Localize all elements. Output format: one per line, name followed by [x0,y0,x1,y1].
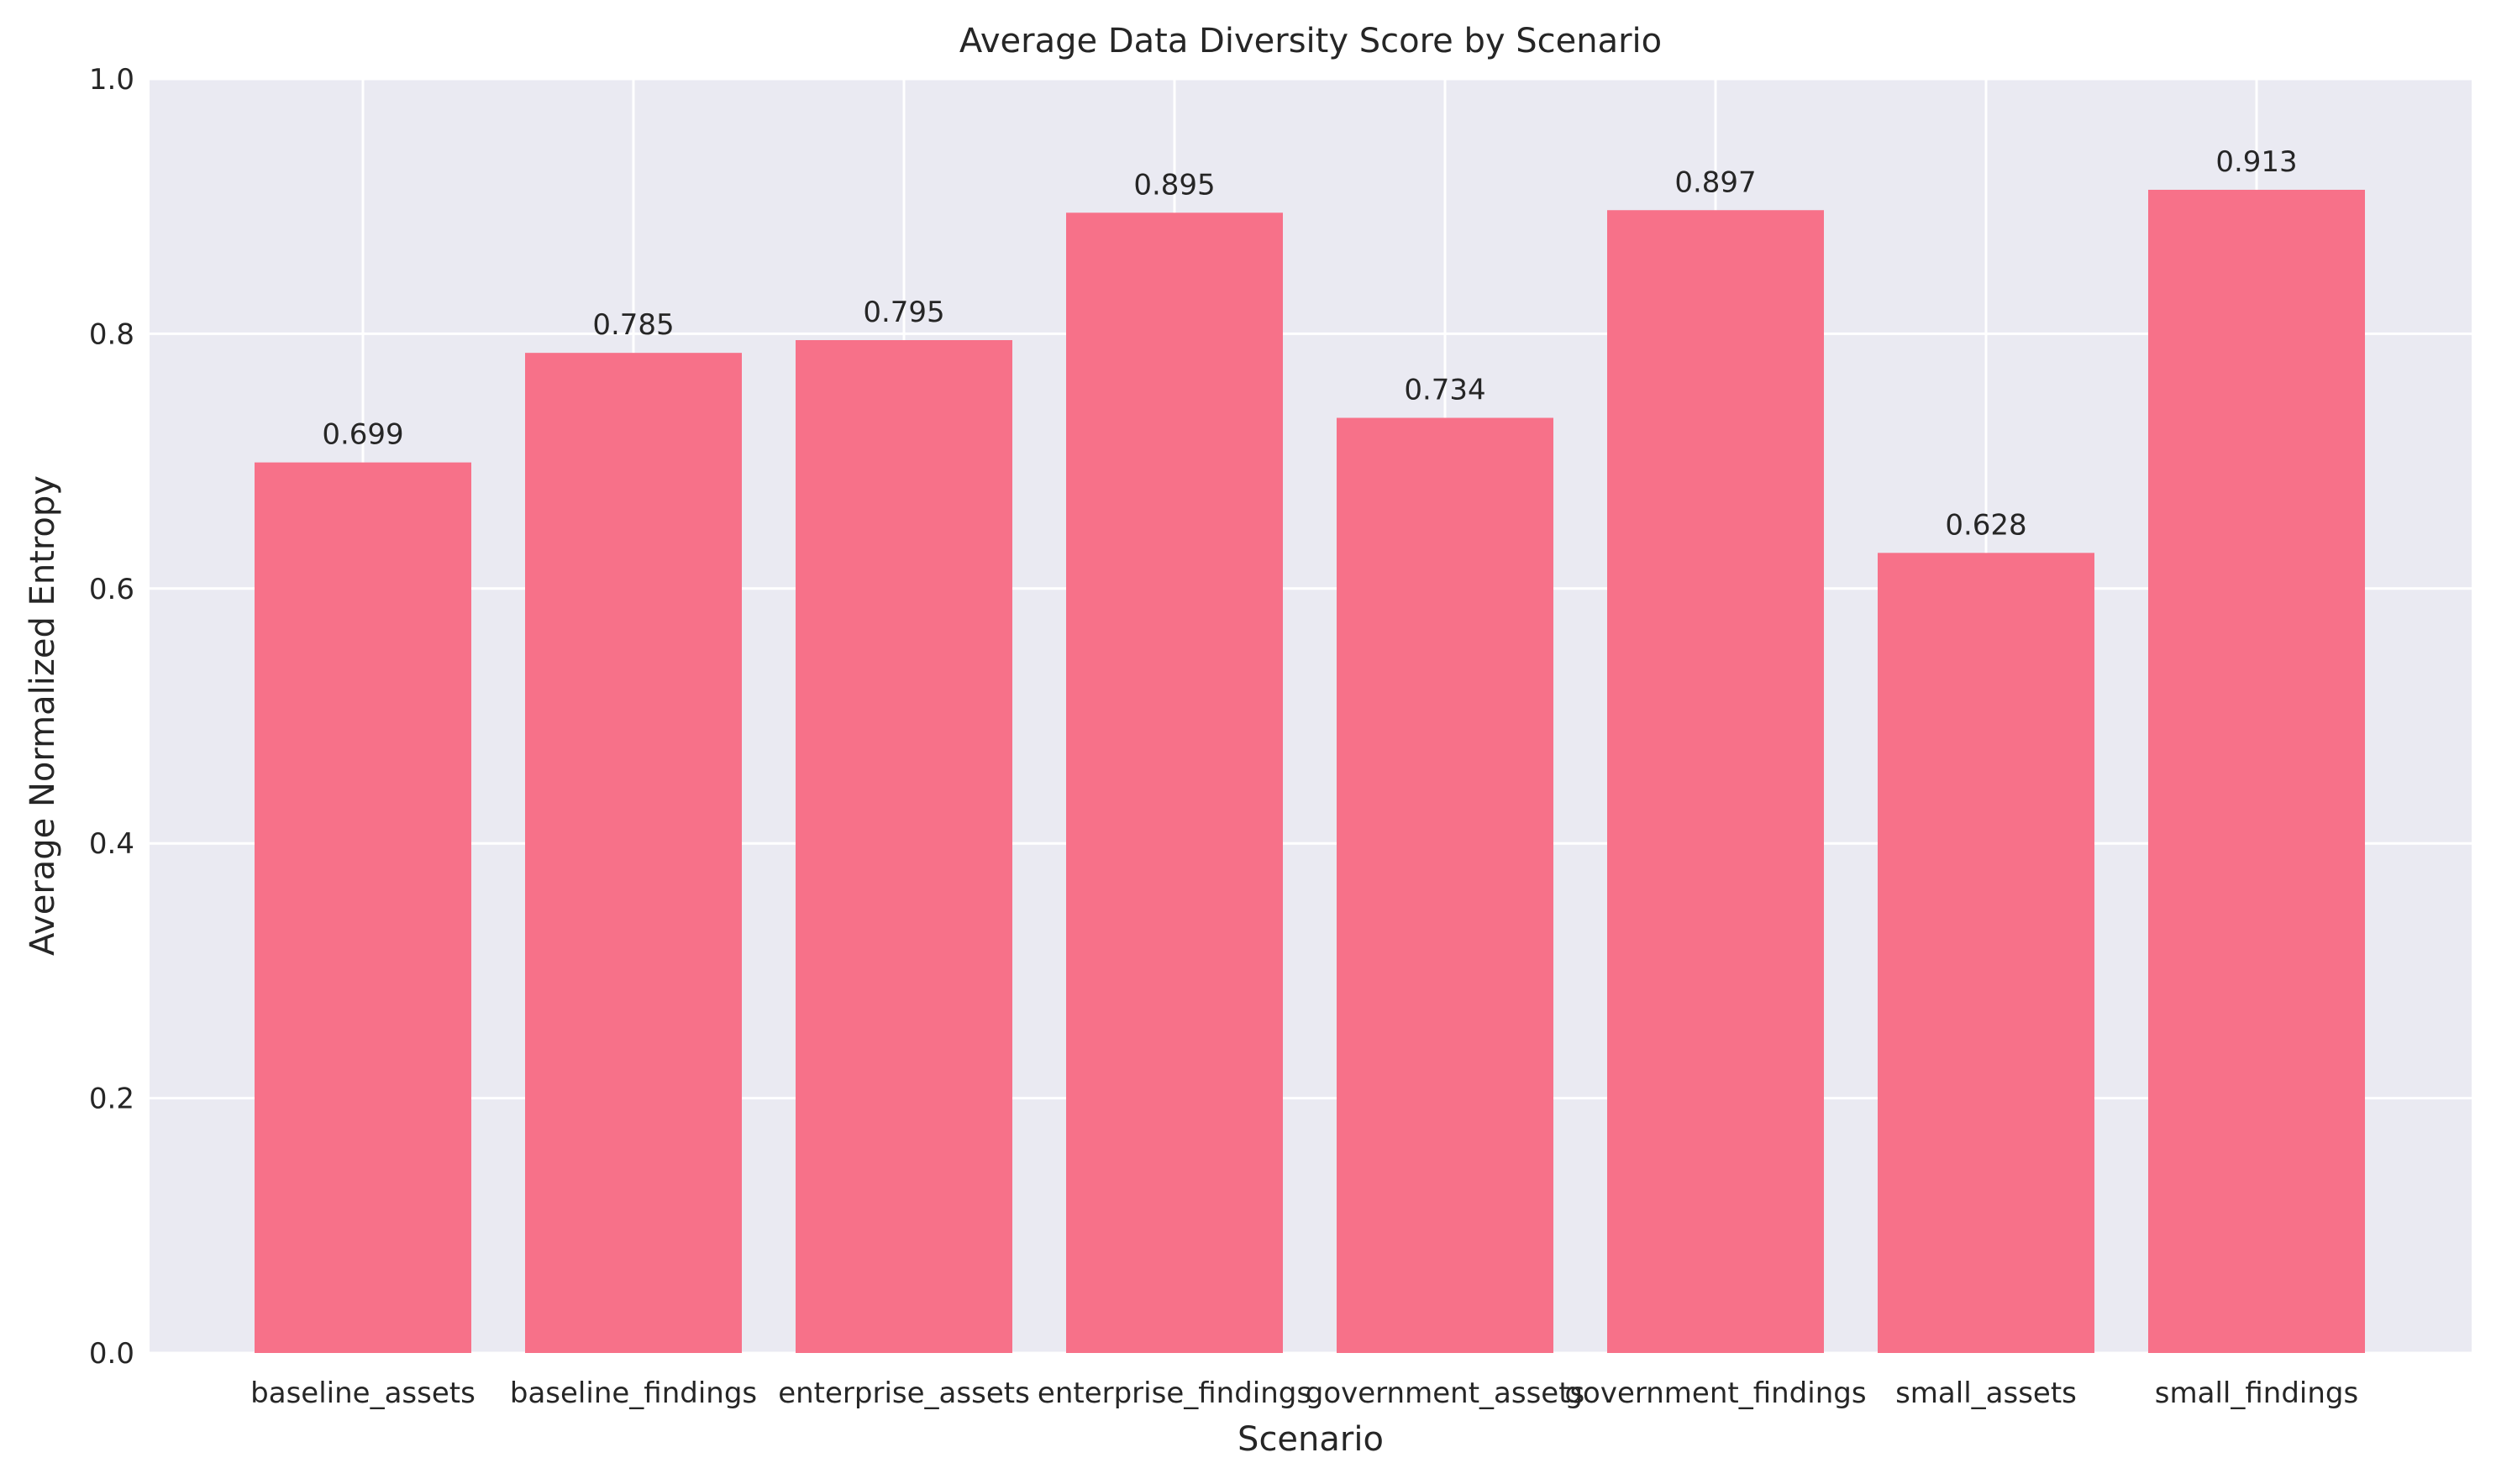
data-label: 0.895 [1133,168,1215,202]
x-tick-label: enterprise_findings [1038,1377,1311,1410]
y-tick-label: 0.8 [89,317,134,351]
x-tick-label: baseline_findings [510,1377,757,1410]
y-axis-label: Average Normalized Entropy [24,475,62,956]
y-tick-label: 0.4 [89,827,134,861]
y-tick-labels: 0.0 0.2 0.4 0.6 0.8 1.0 [89,63,134,1371]
data-label: 0.734 [1404,374,1485,407]
y-tick-label: 0.2 [89,1083,134,1116]
bar [1607,210,1824,1354]
x-tick-label: enterprise_assets [778,1377,1030,1410]
y-tick-label: 0.6 [89,573,134,606]
data-label: 0.785 [592,308,674,342]
data-label: 0.628 [1945,508,2026,542]
bar [796,339,1012,1353]
x-axis-label: Scenario [1237,1420,1384,1459]
bars [255,189,2365,1354]
bar [1878,553,2094,1353]
y-tick-label: 1.0 [89,63,134,97]
x-tick-label: government_findings [1564,1377,1866,1410]
bar [1066,212,1283,1353]
x-tick-labels: baseline_assets baseline_findings enterpri… [250,1377,2358,1410]
data-label: 0.913 [2215,145,2297,179]
x-tick-label: small_assets [1895,1377,2077,1410]
plot-area [150,79,2472,1353]
bar [2148,189,2365,1353]
x-tick-label: small_findings [2155,1377,2358,1410]
y-tick-label: 0.0 [89,1337,134,1371]
x-tick-label: government_assets [1306,1377,1585,1410]
bar [1337,417,1553,1354]
data-label: 0.795 [863,296,944,329]
bar [255,462,471,1354]
data-label: 0.897 [1674,165,1756,199]
bar [525,353,742,1353]
chart-title: Average Data Diversity Score by Scenario [959,22,1662,60]
data-label: 0.699 [322,418,403,452]
data-labels: 0.699 0.785 0.795 0.895 0.734 0.897 0.628 0.913 [322,145,2297,542]
x-tick-label: baseline_assets [250,1377,476,1410]
